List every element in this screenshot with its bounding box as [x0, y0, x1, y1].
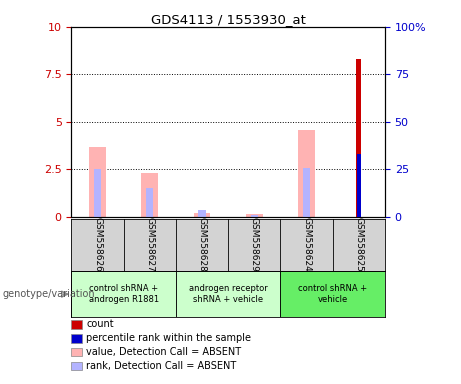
Bar: [89, 147, 106, 217]
Bar: [71, 271, 176, 317]
Bar: [280, 271, 385, 317]
Text: androgen receptor
shRNA + vehicle: androgen receptor shRNA + vehicle: [189, 285, 267, 304]
Bar: [303, 167, 310, 217]
Bar: [194, 213, 210, 217]
Title: GDS4113 / 1553930_at: GDS4113 / 1553930_at: [151, 13, 306, 26]
Text: GSM558628: GSM558628: [198, 217, 207, 272]
Text: GSM558627: GSM558627: [145, 217, 154, 272]
Text: GSM558625: GSM558625: [355, 217, 363, 272]
Text: GSM558629: GSM558629: [250, 217, 259, 272]
Text: percentile rank within the sample: percentile rank within the sample: [86, 333, 251, 343]
Text: control shRNA +
androgen R1881: control shRNA + androgen R1881: [89, 285, 159, 304]
Text: value, Detection Call = ABSENT: value, Detection Call = ABSENT: [86, 347, 241, 357]
Text: control shRNA +
vehicle: control shRNA + vehicle: [298, 285, 367, 304]
Bar: [142, 173, 158, 217]
Bar: [198, 210, 206, 217]
Bar: [356, 59, 361, 217]
Text: GSM558626: GSM558626: [93, 217, 102, 272]
Text: genotype/variation: genotype/variation: [2, 289, 95, 299]
Text: count: count: [86, 319, 114, 329]
Bar: [357, 154, 361, 217]
Bar: [246, 214, 263, 217]
Bar: [298, 129, 315, 217]
Text: GSM558624: GSM558624: [302, 217, 311, 272]
Bar: [176, 271, 280, 317]
Text: rank, Detection Call = ABSENT: rank, Detection Call = ABSENT: [86, 361, 236, 371]
Bar: [146, 189, 154, 217]
Bar: [251, 215, 258, 217]
Bar: [94, 169, 101, 217]
